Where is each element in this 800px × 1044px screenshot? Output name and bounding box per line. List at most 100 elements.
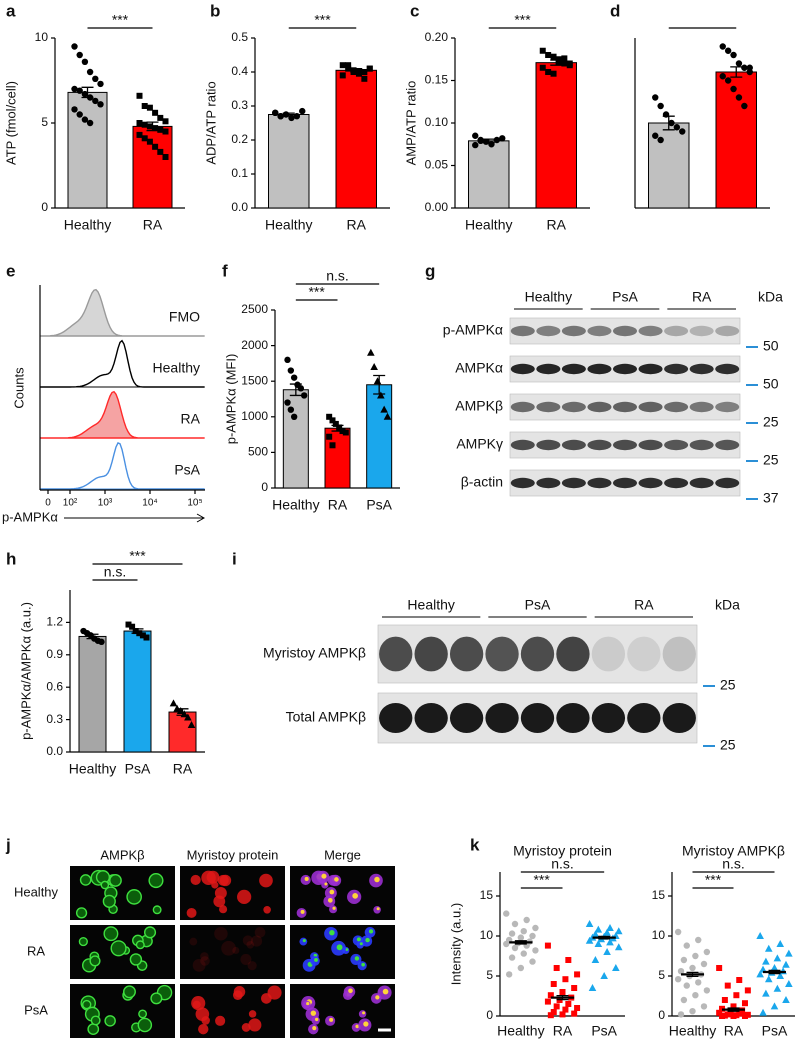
data-point — [724, 77, 732, 84]
data-point — [287, 367, 295, 374]
data-point — [157, 126, 164, 133]
panel-letter: d — [610, 1, 620, 20]
data-point — [689, 964, 696, 972]
blot-band — [627, 636, 661, 672]
y-tick-label: 5 — [41, 115, 48, 129]
y-tick-label: 0.6 — [46, 679, 63, 693]
unit-label: kDa — [715, 597, 740, 613]
significance-label: n.s. — [104, 564, 127, 580]
sample-label: RA — [181, 411, 201, 427]
group-label: PsA — [525, 597, 551, 613]
cell — [138, 1009, 148, 1019]
y-tick-label: 15 — [480, 888, 494, 902]
data-point — [741, 102, 748, 110]
data-point — [683, 982, 690, 989]
cell — [206, 870, 220, 884]
group-label: PsA — [612, 289, 638, 305]
cell-spot — [363, 1021, 369, 1027]
data-point — [550, 70, 557, 77]
data-point — [565, 1001, 572, 1007]
cell-spot — [336, 944, 343, 951]
data-point — [565, 957, 572, 963]
error-bar — [146, 121, 159, 132]
data-point — [730, 1003, 737, 1010]
sample-label: PsA — [174, 462, 200, 478]
y-tick-label: 0.10 — [425, 115, 449, 129]
blot-band — [715, 477, 740, 489]
size-label: 50 — [763, 338, 779, 354]
blot-band — [638, 325, 663, 337]
data-point — [367, 348, 375, 356]
data-point — [764, 975, 773, 983]
column-label: Merge — [324, 847, 361, 862]
data-point — [679, 128, 686, 135]
x-tick-label: Healthy — [497, 1023, 544, 1039]
column-label: Myristoy protein — [187, 847, 279, 862]
blot-band — [664, 325, 689, 337]
data-point — [141, 135, 148, 142]
row-label: p-AMPKα — [443, 322, 503, 338]
bar — [366, 384, 393, 489]
data-point — [508, 930, 516, 937]
data-point — [695, 979, 702, 986]
cell — [248, 1018, 262, 1032]
error-bar — [289, 383, 302, 397]
data-point — [517, 964, 525, 972]
data-point — [571, 985, 578, 991]
data-point — [770, 1002, 779, 1010]
data-point — [674, 976, 682, 983]
cell — [89, 955, 101, 967]
y-tick-label: 5 — [658, 968, 665, 982]
data-point — [350, 67, 357, 74]
data-point — [511, 944, 519, 952]
x-tick-label: PsA — [591, 1023, 617, 1039]
data-point — [300, 392, 308, 399]
data-point — [683, 942, 690, 949]
data-point — [674, 928, 682, 936]
y-tick-label: 0 — [261, 480, 268, 494]
data-point — [345, 65, 352, 72]
blot-band — [664, 439, 689, 451]
data-point — [152, 143, 159, 150]
cell-spot — [324, 882, 328, 886]
data-point — [284, 399, 291, 406]
error-bar — [81, 86, 94, 99]
column-label: AMPKβ — [100, 847, 144, 862]
panel-letter: f — [222, 261, 228, 280]
cell — [219, 905, 228, 914]
data-point — [81, 90, 89, 98]
y-tick-label: 500 — [248, 445, 268, 459]
row-label: RA — [27, 943, 45, 958]
x-tick-label: 0 — [45, 498, 51, 509]
cell — [221, 940, 236, 956]
cell — [100, 880, 110, 890]
data-point — [603, 928, 611, 936]
blot-band — [561, 325, 586, 337]
y-axis-label: ADP/ATP ratio — [203, 81, 218, 164]
data-point — [746, 64, 753, 71]
blot-band — [536, 439, 561, 451]
data-point — [136, 131, 143, 138]
blot-band — [510, 363, 535, 375]
cell — [82, 999, 92, 1010]
data-point — [162, 154, 169, 160]
cell-spot — [332, 906, 336, 910]
data-point — [477, 137, 484, 145]
data-point — [553, 1003, 560, 1010]
data-point — [76, 87, 83, 94]
cell — [240, 953, 252, 965]
data-point — [668, 119, 675, 127]
blot-band — [561, 363, 586, 375]
data-point — [162, 128, 169, 135]
size-label: 25 — [720, 737, 736, 753]
cell-spot — [356, 937, 361, 942]
data-point — [332, 420, 339, 427]
y-tick-label: 0.15 — [425, 73, 449, 87]
y-tick-label: 0.0 — [231, 200, 248, 214]
y-tick-label: 0.5 — [231, 30, 248, 44]
blot-band — [561, 477, 586, 489]
blot-band — [485, 636, 519, 672]
significance-label: *** — [533, 872, 550, 888]
data-point — [553, 965, 560, 971]
bar — [168, 711, 197, 753]
